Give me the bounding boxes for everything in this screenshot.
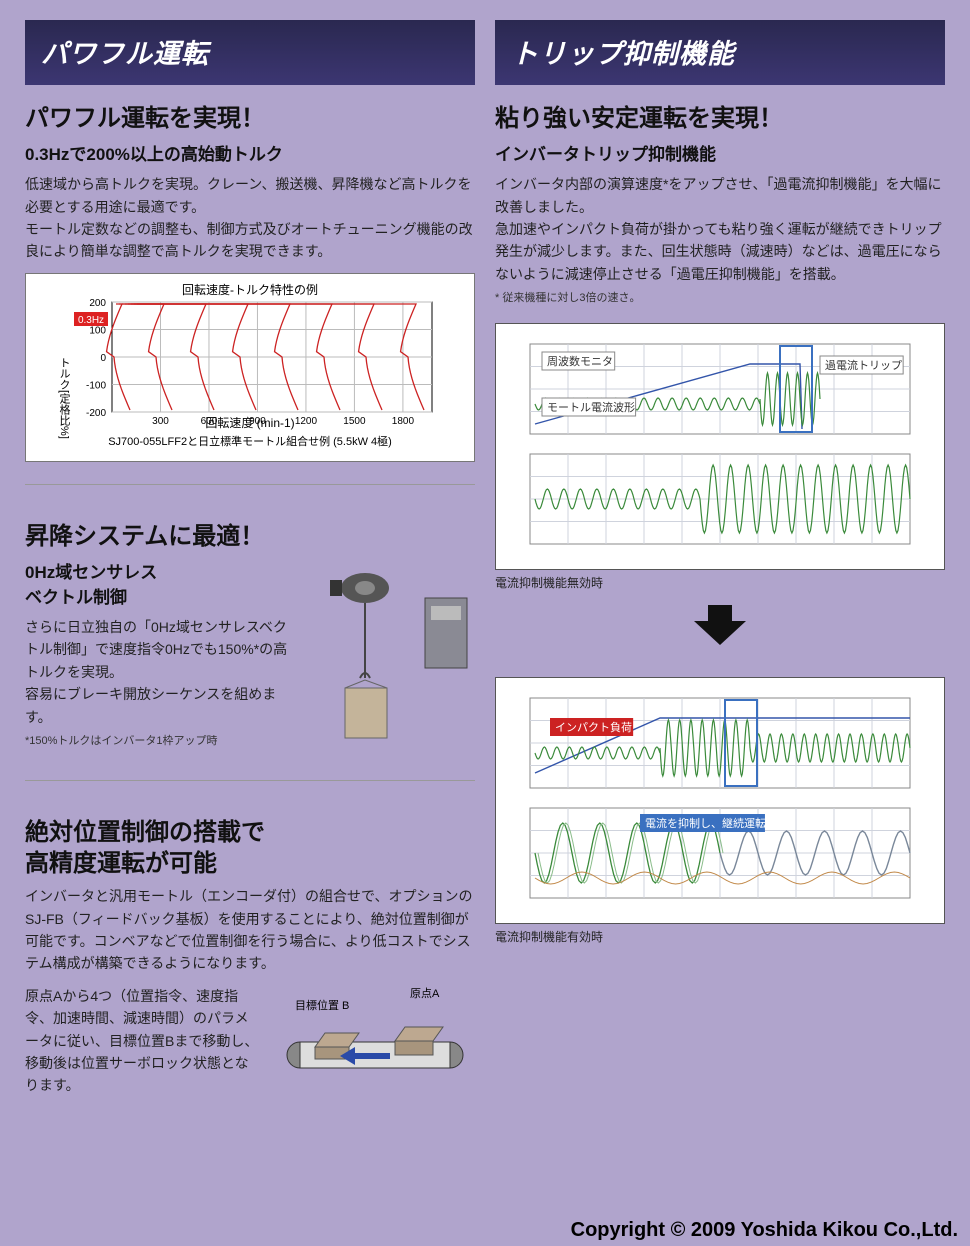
torque-chart: 回転速度-トルク特性の例 2001000-100-200300600900120… <box>25 273 475 462</box>
svg-text:0.3Hz: 0.3Hz <box>78 315 104 326</box>
s3-body2: 原点Aから4つ（位置指令、速度指令、加速時間、減速時間）のパラメータに従い、目標… <box>25 985 261 1097</box>
svg-text:200: 200 <box>89 298 106 309</box>
s1-title: パワフル運転を実現！ <box>25 103 475 134</box>
svg-text:300: 300 <box>152 416 169 427</box>
svg-text:目標位置 B: 目標位置 B <box>295 998 349 1012</box>
s2-sub: 0Hz域センサレス ベクトル制御 <box>25 558 291 608</box>
r1-body: インバータ内部の演算速度*をアップさせ、「過電流抑制機能」を大幅に改善しました。… <box>495 173 945 285</box>
svg-text:インパクト負荷: インパクト負荷 <box>555 721 632 734</box>
section-trip: 粘り強い安定運転を実現！ インバータトリップ抑制機能 インバータ内部の演算速度*… <box>495 103 945 305</box>
hoist-diagram <box>305 558 475 758</box>
scope-invalid: 周波数モニタ 過電流トリップモートル電流波形 <box>495 323 945 570</box>
r1-note: * 従来機種に対し3倍の速さ。 <box>495 289 945 305</box>
conveyor-diagram: 原点A 目標位置 B <box>275 985 475 1095</box>
arrow-down-icon <box>495 603 945 647</box>
divider-1 <box>25 484 475 485</box>
section-position: 絶対位置制御の搭載で 高精度運転が可能 インバータと汎用モートル（エンコーダ付）… <box>25 817 475 1097</box>
s3-body1: インバータと汎用モートル（エンコーダ付）の組合せで、オプションのSJ-FB（フィ… <box>25 885 475 975</box>
divider-2 <box>25 780 475 781</box>
s2-title: 昇降システムに最適！ <box>25 521 475 552</box>
svg-text:1500: 1500 <box>343 416 366 427</box>
s1-body: 低速域から高トルクを実現。クレーン、搬送機、昇降機など高トルクを必要とする用途に… <box>25 173 475 263</box>
scope-valid: インパクト負荷電流を抑制し、継続運転 <box>495 677 945 924</box>
right-band: トリップ抑制機能 <box>495 20 945 85</box>
section-lift: 昇降システムに最適！ 0Hz域センサレス ベクトル制御 さらに日立独自の「0Hz… <box>25 521 475 758</box>
r1-sub: インバータトリップ抑制機能 <box>495 140 945 165</box>
chart-xlabel: 回転速度 (min-1) <box>205 415 294 430</box>
s2-note: *150%トルクはインバータ1枠アップ時 <box>25 732 291 748</box>
svg-text:0: 0 <box>100 353 106 364</box>
scope-valid-caption: 電流抑制機能有効時 <box>495 928 945 945</box>
svg-text:-200: -200 <box>86 408 106 419</box>
svg-text:100: 100 <box>89 325 106 336</box>
copyright: Copyright © 2009 Yoshida Kikou Co.,Ltd. <box>571 1219 958 1242</box>
right-column: トリップ抑制機能 粘り強い安定運転を実現！ インバータトリップ抑制機能 インバー… <box>495 20 945 1097</box>
chart-caption: SJ700-055LFF2と日立標準モートル組合せ例 (5.5kW 4極) <box>108 434 392 448</box>
s2-body: さらに日立独自の「0Hz域センサレスベクトル制御」で速度指令0Hzでも150%*… <box>25 616 291 728</box>
svg-text:電流を抑制し、継続運転: 電流を抑制し、継続運転 <box>645 816 766 830</box>
chart-title: 回転速度-トルク特性の例 <box>182 282 318 297</box>
svg-text:トルク[定格比%]: トルク[定格比%] <box>58 357 71 439</box>
s1-sub: 0.3Hzで200%以上の高始動トルク <box>25 140 475 165</box>
section-powerful: パワフル運転を実現！ 0.3Hzで200%以上の高始動トルク 低速域から高トルク… <box>25 103 475 462</box>
svg-text:モートル電流波形: モートル電流波形 <box>547 400 635 414</box>
left-band: パワフル運転 <box>25 20 475 85</box>
scope-invalid-caption: 電流抑制機能無効時 <box>495 574 945 591</box>
r1-title: 粘り強い安定運転を実現！ <box>495 103 945 134</box>
svg-text:1800: 1800 <box>392 416 415 427</box>
svg-text:周波数モニタ: 周波数モニタ <box>547 355 613 368</box>
svg-text:-100: -100 <box>86 380 106 391</box>
svg-text:原点A: 原点A <box>410 987 440 1000</box>
svg-text:過電流トリップ: 過電流トリップ <box>825 358 902 372</box>
s3-title: 絶対位置制御の搭載で 高精度運転が可能 <box>25 817 475 879</box>
svg-text:1200: 1200 <box>295 416 318 427</box>
left-column: パワフル運転 パワフル運転を実現！ 0.3Hzで200%以上の高始動トルク 低速… <box>25 20 475 1097</box>
